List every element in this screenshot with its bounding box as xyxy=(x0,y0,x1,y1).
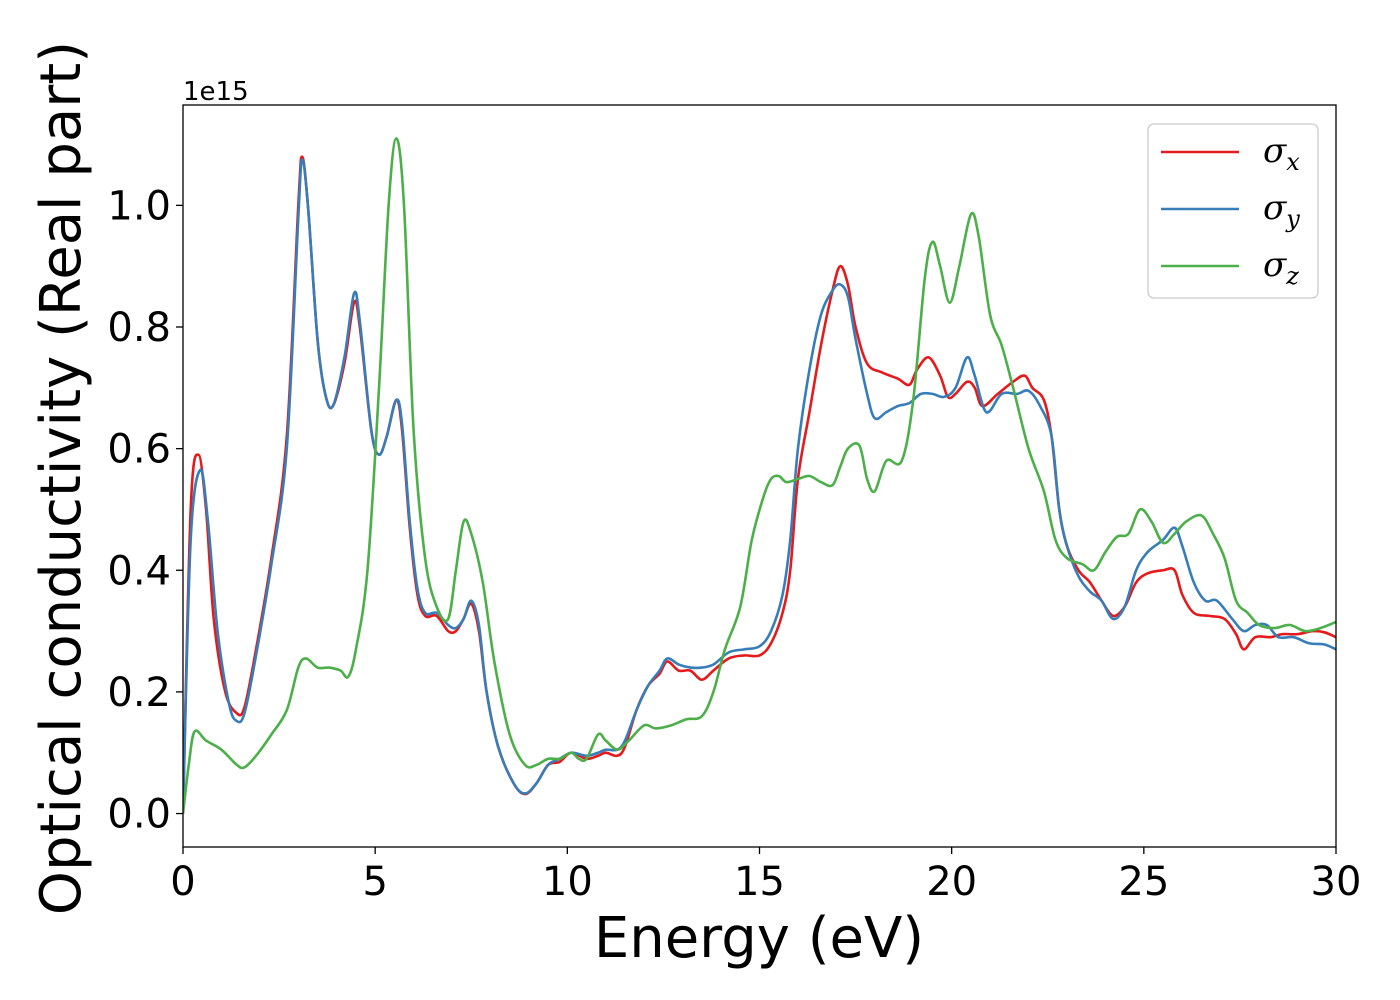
series-line-z xyxy=(183,137,1336,814)
y-tick-label: 1.0 xyxy=(107,183,171,229)
x-tick-label: 0 xyxy=(170,859,195,905)
x-tick-label: 15 xyxy=(734,859,785,905)
y-tick-label: 0.2 xyxy=(107,670,171,716)
y-offset-label: 1e15 xyxy=(183,77,249,107)
x-tick-label: 10 xyxy=(542,859,593,905)
series-line-y xyxy=(183,158,1336,814)
plot-lines xyxy=(183,137,1336,814)
y-axis: 0.0 0.2 0.4 0.6 0.8 1.0 xyxy=(107,183,183,838)
y-tick-label: 0.8 xyxy=(107,305,171,351)
legend-label-z: σz xyxy=(1263,245,1299,290)
legend-box xyxy=(1147,123,1319,299)
x-tick-label: 5 xyxy=(362,859,387,905)
y-tick-label: 0.4 xyxy=(107,548,171,594)
x-tick-label: 25 xyxy=(1118,859,1169,905)
x-axis-title: Energy (eV) xyxy=(594,906,924,971)
y-axis-title: Optical conductivity (Real part) xyxy=(29,41,94,915)
x-axis: 0 5 10 15 20 25 30 xyxy=(170,847,1361,905)
y-tick-label: 0.0 xyxy=(107,792,171,838)
x-tick-label: 30 xyxy=(1311,859,1362,905)
legend-label-x: σx xyxy=(1263,131,1300,176)
y-tick-label: 0.6 xyxy=(107,427,171,473)
legend: σx σy σz xyxy=(1147,123,1319,299)
x-tick-label: 20 xyxy=(926,859,977,905)
legend-label-y: σy xyxy=(1263,188,1300,233)
